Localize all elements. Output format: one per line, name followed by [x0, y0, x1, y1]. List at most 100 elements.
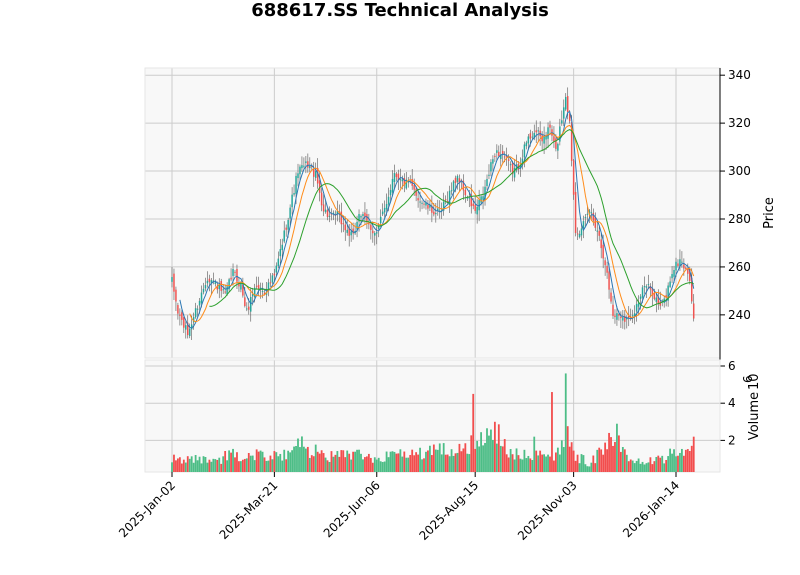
volume-bar	[458, 443, 461, 472]
candle-body	[277, 258, 280, 267]
volume-bar	[366, 456, 368, 472]
volume-bar	[438, 443, 441, 472]
volume-bar	[594, 463, 597, 472]
candle-body	[673, 270, 675, 277]
volume-bar	[470, 435, 473, 472]
volume-bar	[661, 455, 664, 472]
volume-bar	[180, 463, 183, 472]
volume-bar	[558, 454, 561, 472]
volume-bar	[289, 452, 292, 472]
volume-bar	[507, 457, 510, 472]
candle-body	[498, 151, 500, 157]
candle-body	[490, 162, 492, 172]
volume-bar	[212, 458, 215, 472]
volume-bar	[417, 454, 419, 472]
candle-body	[507, 159, 510, 161]
candle-body	[216, 285, 219, 290]
volume-bar	[342, 450, 345, 472]
candle-body	[267, 282, 270, 290]
volume-bar	[592, 455, 595, 472]
volume-bar	[411, 449, 414, 472]
candle-body	[614, 315, 616, 318]
volume-bar	[492, 439, 494, 472]
volume-bar	[367, 453, 370, 472]
candle-body	[484, 186, 486, 200]
candle-body	[476, 206, 478, 215]
candle-body	[269, 282, 272, 284]
volume-bar	[688, 450, 691, 472]
volume-bar	[625, 454, 628, 472]
volume-bar	[621, 447, 624, 472]
candle-body	[356, 221, 358, 230]
volume-bar	[486, 428, 488, 472]
candle-body	[667, 285, 669, 301]
candle-body	[185, 325, 187, 330]
volume-bar	[600, 449, 603, 472]
volume-bar	[395, 453, 398, 472]
candle-body	[381, 211, 384, 215]
candle-body	[586, 213, 589, 215]
candle-body	[533, 132, 535, 139]
volume-bar	[588, 466, 591, 472]
candle-body	[179, 314, 181, 316]
candle-body	[570, 122, 573, 161]
volume-bar	[385, 451, 388, 472]
candle-body	[446, 200, 449, 202]
volume-bar	[306, 446, 309, 472]
volume-bar	[578, 463, 581, 472]
volume-bar	[259, 450, 262, 472]
candle-body	[454, 177, 457, 183]
x-tick-label: 2025-Mar-21	[217, 478, 281, 542]
candle-body	[633, 313, 636, 317]
volume-bar	[371, 462, 374, 472]
candle-body	[561, 120, 563, 124]
volume-bar	[328, 461, 331, 472]
volume-bar	[665, 459, 668, 472]
candle-body	[275, 265, 278, 273]
volume-bar	[590, 462, 593, 472]
volume-bar	[322, 453, 325, 472]
volume-bar	[440, 454, 443, 472]
candle-body	[295, 175, 297, 194]
volume-bar	[608, 432, 610, 472]
candle-body	[391, 178, 394, 193]
volume-bar	[295, 445, 297, 472]
chart-title: 688617.SS Technical Analysis	[251, 0, 549, 21]
volume-bar	[690, 445, 693, 472]
volume-bar	[192, 462, 195, 472]
candle-body	[574, 191, 577, 233]
volume-bar	[555, 452, 557, 472]
candle-body	[379, 216, 382, 224]
candle-body	[230, 277, 232, 280]
volume-bar	[549, 456, 551, 472]
volume-bar	[606, 449, 608, 472]
candle-body	[555, 138, 557, 149]
volume-bar	[604, 442, 607, 472]
candle-body	[590, 212, 593, 214]
candle-body	[238, 282, 240, 287]
candle-body	[610, 292, 612, 302]
volume-bar	[230, 452, 232, 472]
candle-body	[190, 324, 193, 330]
candle-body	[332, 212, 335, 215]
candle-body	[316, 167, 319, 184]
volume-bar	[474, 448, 477, 472]
candle-body	[529, 133, 532, 139]
volume-bar	[271, 459, 274, 472]
volume-bar	[629, 459, 632, 472]
volume-bar	[265, 460, 268, 472]
volume-bar	[596, 449, 599, 472]
candle-body	[240, 283, 242, 290]
candle-body	[360, 216, 362, 218]
candle-body	[429, 204, 431, 208]
candle-body	[545, 136, 547, 140]
candle-body	[598, 230, 600, 236]
candle-body	[405, 179, 408, 189]
candle-body	[496, 150, 498, 153]
volume-bar	[616, 423, 618, 472]
volume-bar	[497, 424, 500, 472]
candle-body	[399, 179, 402, 181]
candle-body	[584, 216, 587, 219]
volume-bar	[681, 448, 683, 472]
candle-body	[324, 209, 327, 213]
